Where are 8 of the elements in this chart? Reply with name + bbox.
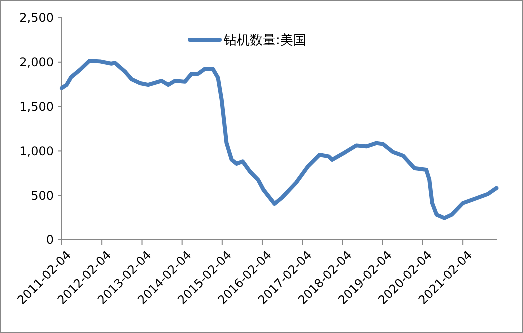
y-tick-label: 1,500 [20, 100, 54, 114]
y-tick-label: 500 [31, 188, 54, 203]
legend-label: 钻机数量:美国 [223, 32, 306, 49]
line-series [60, 58, 499, 220]
y-tick-label: 2,000 [20, 56, 54, 70]
y-tick-label: 2,500 [20, 11, 54, 26]
y-tick-label: 0 [46, 233, 54, 248]
y-tick-label: 1,000 [20, 144, 54, 158]
